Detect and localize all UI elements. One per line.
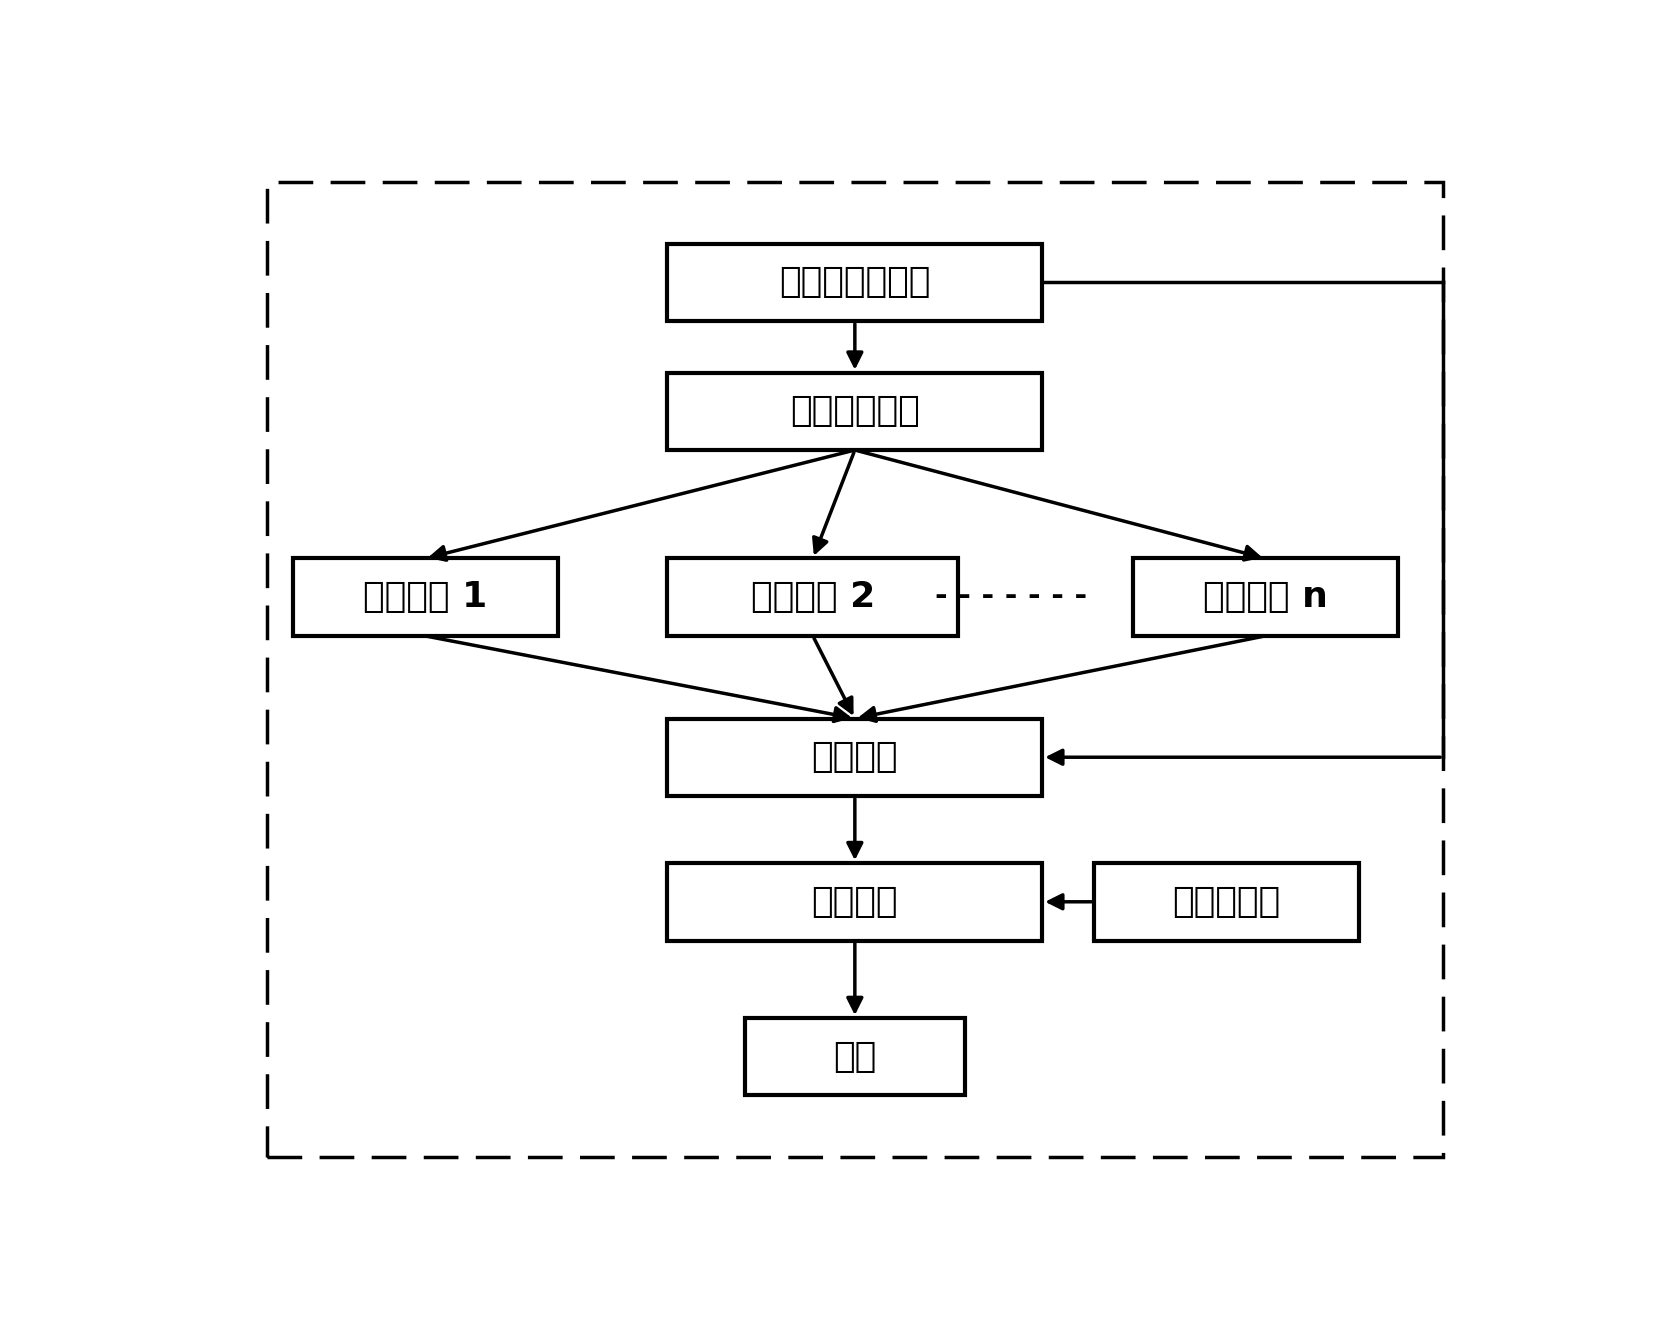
Text: 预测模型 n: 预测模型 n — [1203, 581, 1328, 614]
Text: 预测: 预测 — [834, 1039, 876, 1074]
Text: - - - - - - -: - - - - - - - — [936, 582, 1088, 611]
Text: 一阶滨后量: 一阶滨后量 — [1173, 885, 1281, 919]
Bar — [1094, 864, 1359, 940]
Bar — [1133, 558, 1398, 636]
Bar — [292, 558, 557, 636]
Bar — [667, 864, 1042, 940]
Text: 协整检验: 协整检验 — [812, 740, 897, 774]
Bar — [667, 558, 957, 636]
Bar — [667, 719, 1042, 797]
Bar — [746, 1018, 964, 1096]
Text: 单一预测模型: 单一预测模型 — [791, 394, 919, 428]
Text: 预测模型 2: 预测模型 2 — [751, 581, 876, 614]
Text: 组合模型: 组合模型 — [812, 885, 897, 919]
Text: 预测模型 1: 预测模型 1 — [364, 581, 487, 614]
Bar — [667, 244, 1042, 320]
Text: 实时交通流数据: 实时交通流数据 — [779, 266, 931, 299]
Bar — [667, 373, 1042, 451]
